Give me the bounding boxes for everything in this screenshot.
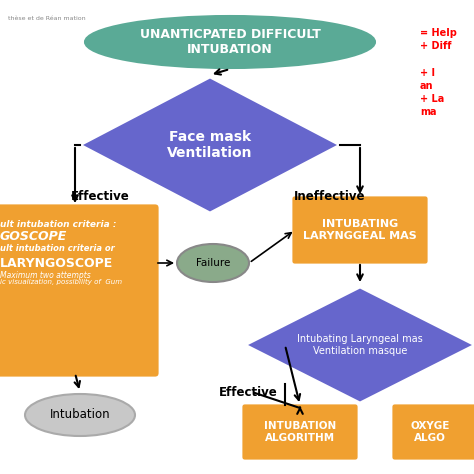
Text: ult intubation criteria or: ult intubation criteria or	[0, 244, 115, 253]
Text: INTUBATING
LARYNGGEAL MAS: INTUBATING LARYNGGEAL MAS	[303, 219, 417, 241]
Text: ult intubation criteria :: ult intubation criteria :	[0, 220, 117, 229]
Polygon shape	[245, 287, 474, 403]
Text: Ineffective: Ineffective	[294, 190, 366, 202]
Text: = Help
+ Diff

+ I
an
+ La
ma: = Help + Diff + I an + La ma	[420, 28, 457, 117]
Text: OXYGE
ALGO: OXYGE ALGO	[410, 421, 450, 443]
FancyBboxPatch shape	[0, 203, 160, 378]
Text: INTUBATION
ALGORITHM: INTUBATION ALGORITHM	[264, 421, 336, 443]
Text: UNANTICPATED DIFFICULT
INTUBATION: UNANTICPATED DIFFICULT INTUBATION	[139, 28, 320, 56]
Ellipse shape	[177, 244, 249, 282]
Text: GOSCOPE: GOSCOPE	[0, 230, 67, 243]
Text: LARYNGOSCOPE: LARYNGOSCOPE	[0, 257, 113, 270]
Text: Intubation: Intubation	[50, 409, 110, 421]
Ellipse shape	[25, 394, 135, 436]
Text: Effective: Effective	[71, 190, 129, 202]
Text: Intubating Laryngeal mas
Ventilation masque: Intubating Laryngeal mas Ventilation mas…	[297, 334, 423, 356]
Text: Face mask
Ventilation: Face mask Ventilation	[167, 130, 253, 160]
Text: Effective: Effective	[219, 386, 277, 400]
FancyBboxPatch shape	[291, 195, 429, 265]
FancyBboxPatch shape	[241, 403, 359, 461]
Text: thèse et de Réan mation: thèse et de Réan mation	[8, 16, 86, 20]
Ellipse shape	[85, 16, 375, 68]
Polygon shape	[80, 77, 340, 213]
FancyBboxPatch shape	[391, 403, 474, 461]
Text: Maximum two attempts: Maximum two attempts	[0, 271, 91, 280]
Text: ic visualization, possibility of  Gum: ic visualization, possibility of Gum	[0, 279, 122, 285]
Text: Failure: Failure	[196, 258, 230, 268]
